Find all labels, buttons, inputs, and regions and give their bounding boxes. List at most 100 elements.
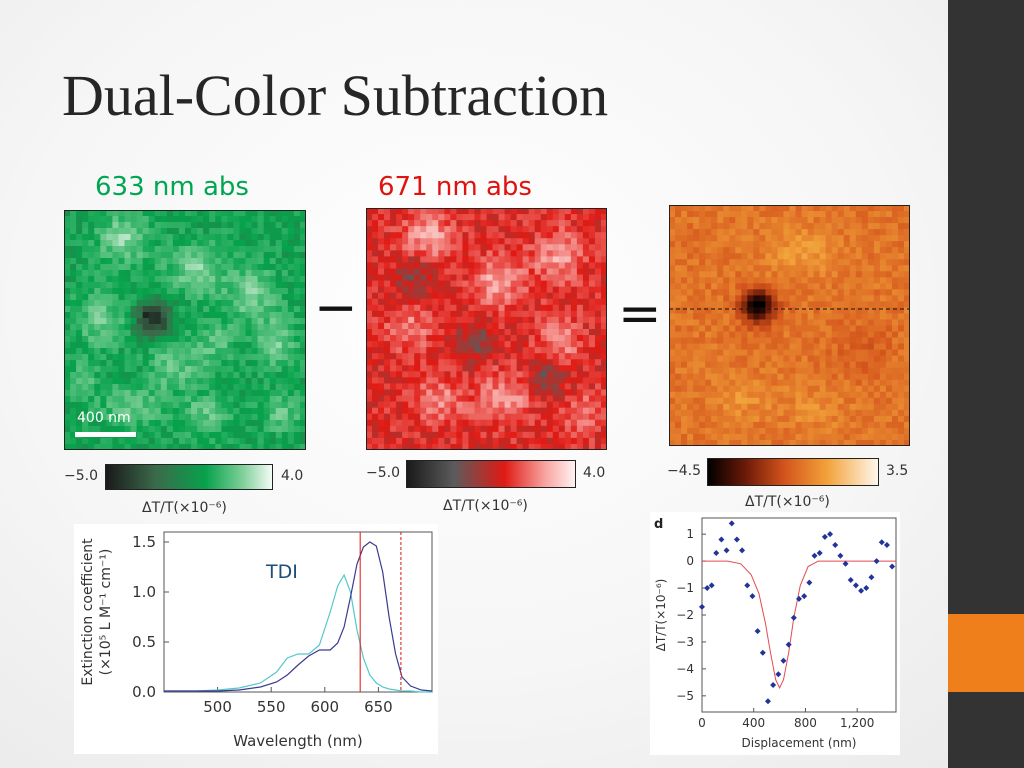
green-absorption-map bbox=[64, 210, 306, 450]
slide-title: Dual-Color Subtraction bbox=[62, 63, 609, 128]
red-map-label: 671 nm abs bbox=[378, 172, 532, 202]
colorbar-max-label: 4.0 bbox=[281, 468, 304, 484]
data-point bbox=[723, 547, 730, 554]
data-point bbox=[816, 550, 823, 557]
absorption-spectrum-chart: 0.0 0.5 1.0 1.5 500 550 600 650 TDI Wavelength (n… bbox=[74, 524, 438, 754]
data-point bbox=[744, 582, 751, 589]
data-point bbox=[883, 541, 890, 548]
red-heatmap bbox=[366, 208, 607, 450]
colorbar-gradient bbox=[105, 464, 273, 490]
colorbar-caption: ΔT/T(×10⁻⁶) bbox=[142, 500, 227, 516]
green-colorbar: −5.0 4.0 ΔT/T(×10⁻⁶) bbox=[64, 460, 314, 520]
x-tick-label: 0 bbox=[698, 716, 706, 730]
y-tick-label: 0.0 bbox=[132, 683, 156, 701]
spectrum-plot: 0.0 0.5 1.0 1.5 500 550 600 650 TDI Wavelength (n… bbox=[80, 531, 433, 750]
sidebar-accent-block bbox=[948, 614, 1024, 692]
data-point bbox=[847, 576, 854, 583]
red-absorption-map bbox=[366, 208, 607, 450]
colorbar-min-label: −4.5 bbox=[667, 463, 701, 479]
y-tick-label: 1 bbox=[686, 527, 694, 541]
colorbar-min-label: −5.0 bbox=[64, 468, 98, 484]
x-tick-label: 600 bbox=[310, 698, 339, 716]
heatmap-cells bbox=[669, 205, 910, 446]
y-tick-label: 0.5 bbox=[132, 633, 156, 651]
x-tick-label: 1,200 bbox=[840, 716, 874, 730]
heatmap-border bbox=[64, 210, 306, 450]
green-heatmap bbox=[64, 210, 306, 450]
data-point bbox=[878, 539, 885, 546]
data-point bbox=[811, 552, 818, 559]
equals-sign: = bbox=[618, 284, 662, 344]
colorbar-max-label: 4.0 bbox=[583, 465, 606, 481]
chart-annotation: TDI bbox=[265, 561, 298, 583]
red-colorbar: −5.0 4.0 ΔT/T(×10⁻⁶) bbox=[366, 458, 616, 518]
data-point bbox=[873, 558, 880, 565]
data-point bbox=[842, 560, 849, 567]
data-point bbox=[713, 550, 720, 557]
data-point bbox=[739, 547, 746, 554]
panel-label: d bbox=[654, 517, 663, 532]
data-point bbox=[790, 614, 797, 621]
data-point bbox=[801, 593, 808, 600]
x-tick-label: 400 bbox=[742, 716, 765, 730]
data-point bbox=[764, 698, 771, 705]
fit-curve bbox=[702, 560, 896, 689]
data-point bbox=[806, 579, 813, 586]
displacement-plot: d 1 0 −1 −2 −3 −4 −5 0 400 800 1,200 Displacement (n… bbox=[654, 517, 897, 750]
data-point bbox=[770, 682, 777, 689]
colorbar-gradient bbox=[406, 460, 576, 488]
data-point bbox=[699, 603, 705, 610]
data-point bbox=[796, 595, 802, 602]
data-point bbox=[868, 574, 875, 581]
data-point bbox=[704, 585, 711, 592]
y-tick-label: −1 bbox=[676, 581, 694, 595]
colorbar-gradient bbox=[707, 458, 879, 486]
scale-bar bbox=[75, 432, 136, 437]
data-point bbox=[759, 649, 766, 656]
y-tick-label: −3 bbox=[676, 635, 694, 649]
colorbar-max-label: 3.5 bbox=[886, 463, 909, 479]
y-tick-label: 1.0 bbox=[132, 583, 156, 601]
y-tick-label: −4 bbox=[676, 662, 694, 676]
difference-map bbox=[669, 205, 910, 446]
y-tick-label: −2 bbox=[676, 608, 694, 622]
y-tick-label: 1.5 bbox=[132, 533, 156, 551]
heatmap-cells bbox=[64, 210, 306, 450]
orange-colorbar: −4.5 3.5 ΔT/T(×10⁻⁶) bbox=[667, 456, 917, 516]
data-point bbox=[821, 533, 828, 540]
data-point bbox=[749, 593, 756, 600]
y-tick-label: 0 bbox=[686, 554, 694, 568]
y-axis-label: Extinction coefficient (×10⁵ L M⁻¹ cm⁻¹) bbox=[80, 538, 114, 686]
minus-sign: − bbox=[314, 278, 358, 338]
data-point bbox=[754, 628, 761, 635]
data-point bbox=[858, 587, 865, 594]
data-point bbox=[827, 531, 834, 538]
green-map-label: 633 nm abs bbox=[95, 172, 249, 202]
heatmap-border bbox=[366, 208, 607, 450]
data-point bbox=[889, 563, 896, 570]
heatmap-cells bbox=[366, 208, 607, 450]
data-point bbox=[708, 582, 715, 589]
colorbar-min-label: −5.0 bbox=[366, 465, 400, 481]
y-tick-label: −5 bbox=[676, 689, 694, 703]
y-axis-label: ΔT/T(×10⁻⁶) bbox=[654, 579, 668, 652]
plot-frame bbox=[701, 517, 897, 713]
data-point bbox=[863, 585, 870, 592]
data-point bbox=[837, 552, 844, 559]
colorbar-caption: ΔT/T(×10⁻⁶) bbox=[443, 498, 528, 514]
displacement-profile-chart: d 1 0 −1 −2 −3 −4 −5 0 400 800 1,200 Displacement (n… bbox=[650, 512, 900, 755]
x-tick-label: 500 bbox=[203, 698, 232, 716]
x-axis-label: Displacement (nm) bbox=[742, 736, 857, 750]
spectrum-series-1 bbox=[164, 573, 432, 693]
data-point bbox=[780, 657, 787, 664]
scale-bar-label: 400 nm bbox=[77, 410, 131, 426]
data-point bbox=[728, 520, 735, 527]
plot-frame bbox=[163, 531, 433, 693]
x-tick-label: 550 bbox=[257, 698, 286, 716]
x-tick-label: 800 bbox=[794, 716, 817, 730]
data-point bbox=[718, 536, 725, 543]
data-point bbox=[733, 536, 740, 543]
heatmap-border bbox=[669, 205, 910, 446]
slide-sidebar bbox=[948, 0, 1024, 768]
spectrum-series-2 bbox=[164, 541, 433, 692]
